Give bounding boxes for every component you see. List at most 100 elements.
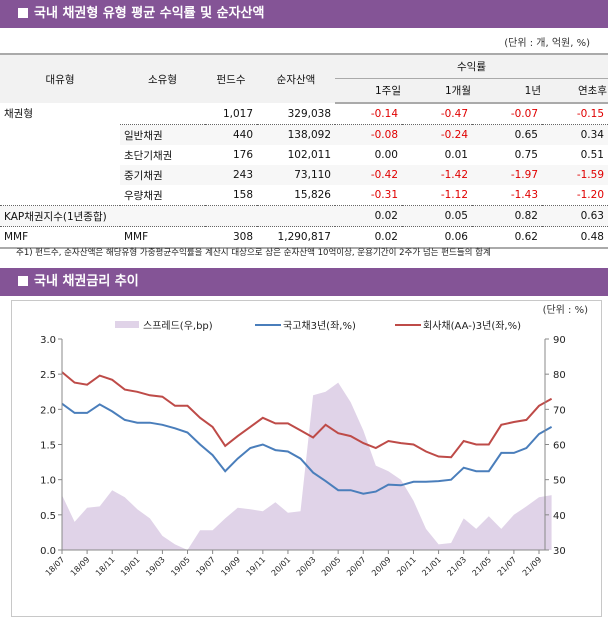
cell-r1m: 0.01	[444, 149, 468, 161]
right-tick-label: 60	[553, 441, 566, 452]
header-major-type: 대유형	[0, 53, 120, 103]
cell-minor: 우량채권	[120, 185, 205, 206]
cell-r1y: 0.65	[472, 124, 542, 145]
legend-swatch-spread	[115, 321, 139, 328]
cell-r1y: 0.75	[514, 149, 538, 161]
cell-major: MMF	[0, 226, 120, 249]
cell-nav: 15,826	[257, 185, 335, 206]
cell-funds: 1,017	[205, 103, 257, 125]
x-tick-label: 21/09	[521, 555, 544, 578]
x-tick-label: 21/03	[445, 555, 468, 578]
cell-minor	[120, 205, 205, 227]
cell-funds: 243	[205, 165, 257, 185]
cell-nav: 1,290,817	[257, 226, 335, 249]
cell-r1w: 0.02	[335, 226, 402, 249]
series-line-1	[61, 402, 553, 495]
cell-nav: 138,092	[257, 124, 335, 145]
series-line-2	[61, 371, 553, 459]
x-tick-label: 20/01	[270, 555, 293, 578]
cell-ytd: 0.63	[542, 205, 608, 227]
header-minor-type: 소유형	[120, 53, 205, 103]
cell-ytd: 0.51	[580, 149, 604, 161]
cell-r1m: 0.05	[402, 205, 472, 227]
x-tick-label: 21/05	[471, 555, 494, 578]
right-tick-label: 40	[553, 511, 566, 522]
square-bullet-icon	[18, 8, 28, 18]
cell-minor: 중기채권	[120, 165, 205, 185]
cell-nav	[257, 205, 335, 227]
cell-funds: 158	[205, 185, 257, 206]
x-tick-label: 20/03	[295, 555, 318, 578]
cell-funds: 308	[205, 226, 257, 249]
cell-funds	[205, 205, 257, 227]
header-fund-count: 펀드수	[205, 53, 257, 103]
x-tick-label: 20/09	[370, 555, 393, 578]
x-tick-label: 20/07	[345, 555, 368, 578]
left-tick-label: 0.0	[40, 546, 56, 557]
cell-minor: MMF	[120, 226, 205, 249]
cell-r1w: 0.02	[335, 205, 402, 227]
x-tick-label: 19/03	[144, 555, 167, 578]
cell-r1m: -0.47	[402, 103, 472, 125]
cell-r1y: -1.97	[472, 165, 542, 185]
x-tick-label: 19/05	[169, 555, 192, 578]
cell-ytd: 0.34	[542, 124, 608, 145]
cell-r1w: -0.42	[335, 165, 402, 185]
cell-ytd: -1.20	[542, 185, 608, 206]
square-bullet-icon	[18, 276, 28, 286]
section-header-fund-returns: 국내 채권형 유형 평균 수익률 및 순자산액	[0, 0, 608, 28]
cell-minor: 초단기채권	[124, 149, 173, 162]
table-row: 중기채권 243 73,110 -0.42 -1.42 -1.97 -1.59	[0, 165, 608, 185]
x-tick-label: 18/09	[69, 555, 92, 578]
cell-r1m: 0.06	[402, 226, 472, 249]
cell-r1y: -0.07	[472, 103, 542, 125]
right-tick-label: 80	[553, 370, 566, 381]
cell-major: KAP채권지수(1년종합)	[0, 205, 120, 227]
x-tick-label: 20/11	[395, 555, 418, 578]
chart-unit-label: (단위 : %)	[543, 303, 589, 316]
section-header-bond-rates: 국내 채권금리 추이	[0, 268, 608, 296]
cell-nav: 329,038	[257, 103, 335, 125]
cell-nav: 73,110	[257, 165, 335, 185]
chart-container	[11, 300, 602, 617]
cell-r1m: -1.42	[402, 165, 472, 185]
header-ytd: 연초후	[542, 78, 608, 104]
table-row: 일반채권 440 138,092 -0.08 -0.24 0.65 0.34	[0, 124, 608, 145]
cell-r1y: 0.62	[472, 226, 542, 249]
cell-r1y: 0.82	[472, 205, 542, 227]
x-tick-label: 20/05	[320, 555, 343, 578]
cell-r1w: -0.14	[335, 103, 402, 125]
cell-r1w: -0.08	[335, 124, 402, 145]
table-unit-label: (단위 : 개, 억원, %)	[504, 38, 590, 49]
cell-nav: 102,011	[287, 149, 331, 161]
x-tick-label: 21/01	[420, 555, 443, 578]
x-tick-label: 18/07	[44, 555, 67, 578]
cell-r1w: -0.31	[335, 185, 402, 206]
cell-minor: 일반채권	[120, 124, 205, 145]
left-tick-label: 0.5	[40, 511, 56, 522]
x-tick-label: 21/07	[496, 555, 519, 578]
x-tick-label: 18/11	[94, 555, 117, 578]
table-row: 채권형 1,017 329,038 -0.14 -0.47 -0.07 -0.15	[0, 103, 608, 125]
left-tick-label: 2.0	[40, 405, 56, 416]
header-1month: 1개월	[402, 78, 472, 104]
cell-funds: 440	[205, 124, 257, 145]
legend-label: 스프레드(우,bp)	[143, 320, 213, 332]
left-tick-label: 2.5	[40, 370, 56, 381]
cell-major	[0, 185, 120, 206]
legend-label: 국고채3년(좌,%)	[283, 320, 356, 332]
cell-major: 채권형	[4, 108, 33, 121]
x-tick-label: 19/11	[245, 555, 268, 578]
header-returns: 수익률	[335, 53, 608, 79]
header-1year: 1년	[472, 78, 542, 104]
section-title: 국내 채권금리 추이	[34, 274, 139, 289]
footnote: 주1) 펀드수, 순자산액은 해당유형 가중평균수익률을 계산시 대상으로 삼은…	[16, 248, 491, 258]
fund-returns-table: 대유형 소유형 펀드수 순자산액 수익률 1주일 1개월 1년 연초후 채권형 1…	[0, 53, 608, 249]
cell-funds: 176	[232, 149, 253, 161]
table-row: 우량채권 158 15,826 -0.31 -1.12 -1.43 -1.20	[0, 185, 608, 206]
right-tick-label: 50	[553, 476, 566, 487]
right-tick-label: 30	[553, 546, 566, 557]
table-row: KAP채권지수(1년종합) 0.02 0.05 0.82 0.63	[0, 205, 608, 227]
